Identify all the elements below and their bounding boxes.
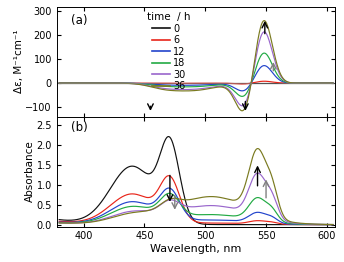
Y-axis label: Absorbance: Absorbance <box>25 141 35 203</box>
Y-axis label: Δε, M⁻¹cm⁻¹: Δε, M⁻¹cm⁻¹ <box>14 30 24 93</box>
Text: (a): (a) <box>71 14 87 27</box>
Text: (b): (b) <box>71 121 87 134</box>
Legend: 0, 6, 12, 18, 30, 36: 0, 6, 12, 18, 30, 36 <box>145 10 193 93</box>
X-axis label: Wavelength, nm: Wavelength, nm <box>150 244 242 254</box>
